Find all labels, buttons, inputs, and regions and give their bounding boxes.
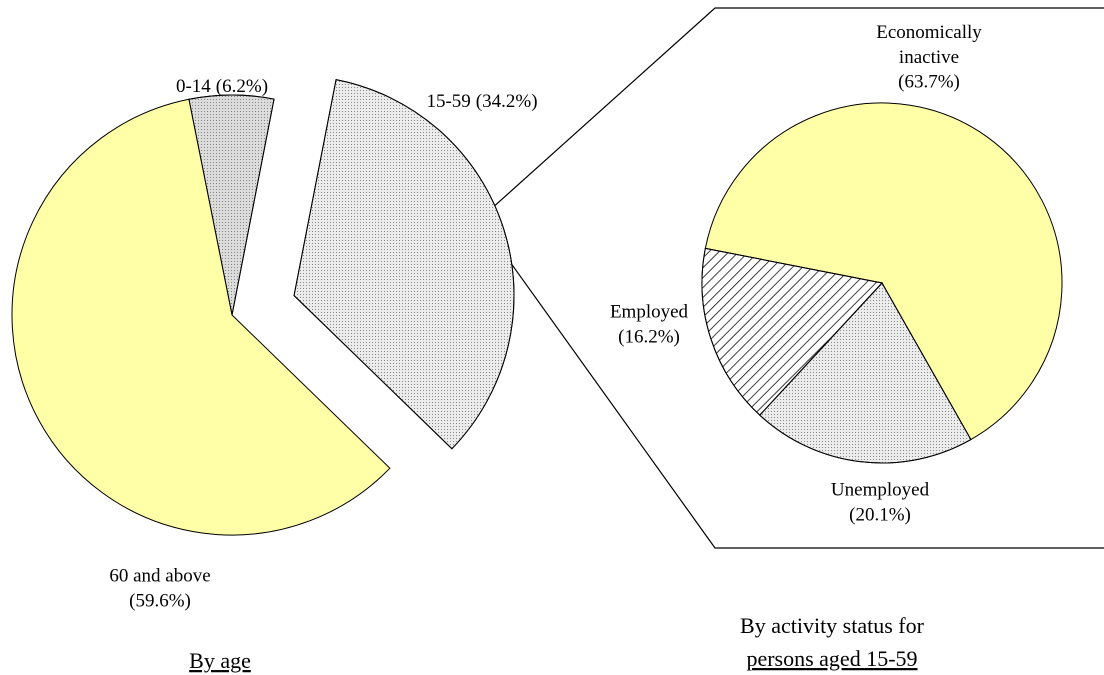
slice-pattern (759, 282, 972, 464)
slice-label: 15-59 (34.2%) (426, 91, 537, 112)
slice-label: Economically inactive (876, 22, 982, 68)
category-label: Unemployed (831, 479, 930, 500)
pie-slice (11, 98, 391, 536)
category-label: Employed (610, 301, 689, 322)
slice-pattern (293, 79, 515, 450)
slice-pattern (701, 247, 883, 416)
category-label: 0-14 (176, 76, 211, 97)
pie-slice (704, 102, 1063, 441)
value-label: (20.1%) (849, 504, 911, 525)
slice-label: 0-14 (6.2%) (176, 76, 268, 97)
chart-subtitle: persons aged 15-59 (746, 646, 917, 671)
value-label: (6.2%) (216, 76, 268, 97)
category-label: Economically inactive (876, 22, 982, 68)
value-label: (63.7%) (898, 71, 960, 92)
chart-title: By age (189, 648, 251, 673)
value-label: (16.2%) (618, 326, 680, 347)
value-label: (59.6%) (129, 590, 191, 611)
value-label: (34.2%) (476, 91, 538, 112)
category-label: 60 and above (109, 565, 210, 586)
chart-title: By activity status for (740, 613, 925, 638)
category-label: 15-59 (426, 91, 470, 112)
